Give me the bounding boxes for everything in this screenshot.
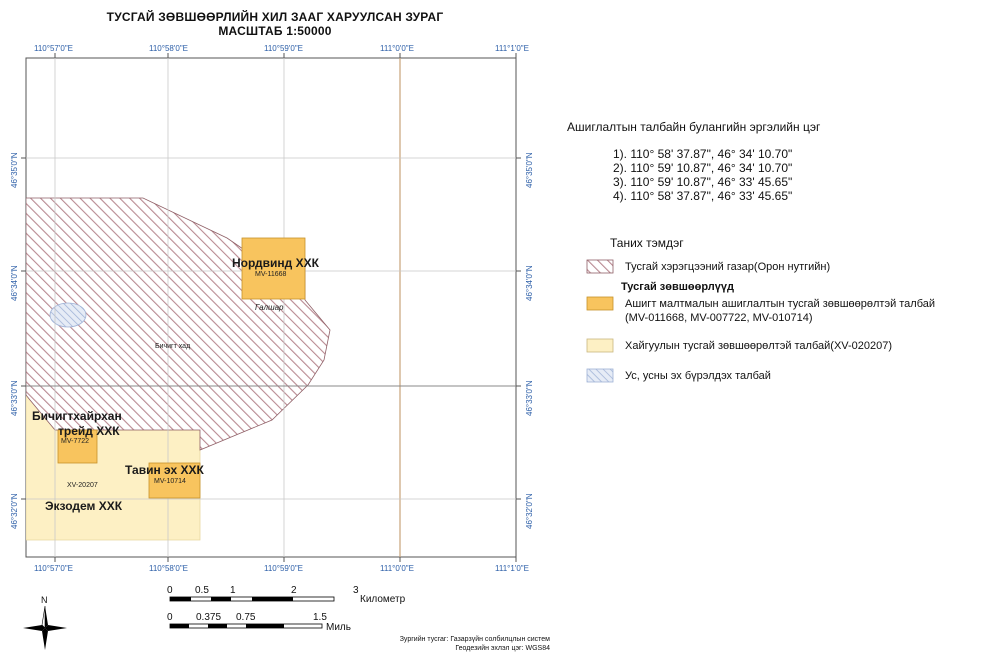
label-ekzodem-company: Экзодем ХХК: [45, 499, 123, 513]
lon-label-top-1: 110°57'0"E: [34, 44, 74, 53]
scale-km-tick-1: 0.5: [195, 585, 209, 596]
mining-area-tavin: [148, 462, 201, 499]
legend-title: Таних тэмдэг: [610, 236, 684, 250]
lon-label-top-2: 110°58'0"E: [149, 44, 189, 53]
lon-label-bottom-4: 111°0'0"E: [380, 564, 414, 573]
legend-mining-line1: Ашигт малтмалын ашиглалтын тусгай зөвшөө…: [625, 298, 936, 310]
coordinate-point-1: 1). 110° 58' 37.87", 46° 34' 10.70": [613, 147, 793, 161]
label-nordwind-company: Нордвинд ХХК: [232, 256, 319, 270]
map-title: ТУСГАЙ ЗӨВШӨӨРЛИЙН ХИЛ ЗААГ ХАРУУЛСАН ЗУ…: [106, 10, 444, 24]
legend-licenses-heading: Тусгай зөвшөөрлүүд: [621, 281, 734, 293]
coordinate-point-3: 3). 110° 59' 10.87", 46° 33' 45.65": [613, 175, 793, 189]
legend-mining-line2: (MV-011668, MV-007722, MV-010714): [625, 312, 813, 324]
source-line-1: Зургийн тусгаг: Газарзүйн солбилцлын сис…: [399, 636, 550, 643]
lon-label-top-3: 110°59'0"E: [264, 44, 304, 53]
label-bichigtkhairkhan-license: MV-7722: [61, 438, 90, 445]
label-tavin-license: MV-10714: [154, 478, 186, 485]
scale-mile-tick-2: 0.75: [236, 612, 256, 623]
scale-km-tick-4: 3: [353, 585, 359, 596]
lon-label-bottom-3: 110°59'0"E: [264, 564, 304, 573]
lon-label-bottom-5: 111°1'0"E: [495, 564, 529, 573]
label-galshar: Галшар: [255, 303, 284, 312]
scale-mile-unit: Миль: [326, 622, 351, 633]
scale-mile-tick-0: 0: [167, 612, 173, 623]
lon-label-top-5: 111°1'0"E: [495, 44, 529, 53]
coordinate-point-2: 2). 110° 59' 10.87", 46° 34' 10.70": [613, 161, 793, 175]
north-arrow-icon: [23, 605, 67, 650]
frame-ticks: [21, 53, 521, 562]
scale-km-tick-3: 2: [291, 585, 297, 596]
label-exploration-license: XV-20207: [67, 482, 98, 489]
mining-area-bichigtkhairkhan: [57, 429, 98, 464]
legend-exploration: Хайгуулын тусгай зөвшөөрөлтэй талбай(XV-…: [625, 340, 893, 352]
source-line-2: Геодезийн эхлэл цэг: WGS84: [455, 645, 550, 652]
label-bichigtkhairkhan-line1: Бичигтхайрхан: [32, 409, 122, 423]
label-nordwind-license: MV-11668: [255, 271, 287, 278]
water-area: [49, 302, 87, 328]
coordinates-title: Ашиглалтын талбайн булангийн эргэлийн цэ…: [567, 120, 821, 134]
coordinate-point-4: 4). 110° 58' 37.87", 46° 33' 45.65": [613, 189, 793, 203]
legend-water: Ус, усны эх бүрэлдэх талбай: [625, 370, 771, 382]
legend-swatch-mining: [586, 296, 614, 311]
lon-label-top-4: 111°0'0"E: [380, 44, 414, 53]
scale-km-tick-0: 0: [167, 585, 173, 596]
legend-swatch-exploration: [586, 338, 614, 353]
legend-swatch-water: [586, 368, 614, 383]
label-bichigtkhairkhan-line2: трейд ХХК: [58, 424, 120, 438]
label-bichigt-khad: Бичигт хад: [155, 343, 191, 350]
coordinates-list: 1). 110° 58' 37.87", 46° 34' 10.70" 2). …: [613, 147, 792, 203]
scale-bar-km: [169, 596, 335, 602]
source-note: Зургийн тусгаг: Газарзүйн солбилцлын сис…: [370, 635, 550, 653]
north-label: N: [41, 595, 48, 605]
legend-special-area: Тусгай хэрэгцээний газар(Орон нутгийн): [625, 261, 831, 273]
scale-mile-tick-3: 1.5: [313, 612, 327, 623]
scale-mile-tick-1: 0.375: [196, 612, 222, 623]
label-tavin-company: Тавин эх ХХК: [125, 463, 204, 477]
lon-label-bottom-2: 110°58'0"E: [149, 564, 189, 573]
scale-km-tick-2: 1: [230, 585, 236, 596]
mining-area-nordwind: [241, 237, 306, 300]
legend-swatch-special: [586, 259, 614, 274]
scale-km-unit: Километр: [360, 594, 406, 605]
lon-label-bottom-1: 110°57'0"E: [34, 564, 74, 573]
map-scale-title: МАСШТАБ 1:50000: [218, 24, 332, 38]
scale-bar-mile: [169, 623, 323, 629]
